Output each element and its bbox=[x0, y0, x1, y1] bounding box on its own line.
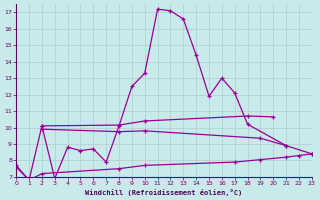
X-axis label: Windchill (Refroidissement éolien,°C): Windchill (Refroidissement éolien,°C) bbox=[85, 189, 243, 196]
